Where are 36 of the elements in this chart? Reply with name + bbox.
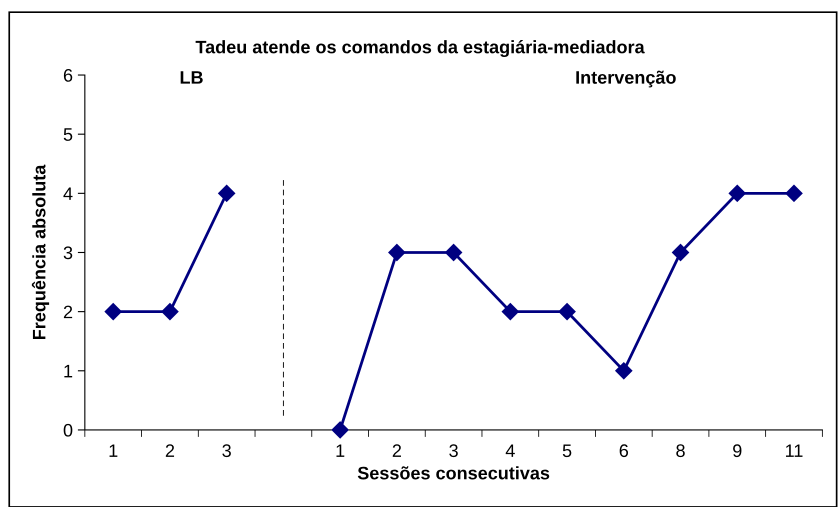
x-tick-label: 2 (392, 444, 401, 457)
point (728, 184, 746, 202)
x-tick-label: 2 (166, 444, 174, 457)
x-tick-label: 9 (733, 444, 742, 458)
y-tick-label: 2 (64, 306, 72, 318)
point (785, 184, 803, 202)
x-tick-label: 6 (620, 444, 628, 458)
y-tick-label: 6 (64, 68, 72, 82)
annotation: Intervenção (576, 70, 676, 88)
y-tick-label: 4 (63, 187, 73, 200)
point (672, 244, 690, 262)
x-axis-title: Sessões consecutivas (358, 466, 550, 480)
annotation: LB (180, 71, 203, 84)
chart-title: Tadeu atende os comandos da estagiária-mediadora (196, 40, 645, 58)
point (445, 244, 462, 262)
x-tick-label: 1 (110, 444, 118, 457)
x-tick-label: 5 (562, 444, 572, 458)
y-tick-label: 0 (64, 424, 72, 437)
x-tick-label: 11 (786, 444, 802, 457)
y-tick-label: 1 (64, 364, 72, 378)
y-tick-label: 3 (64, 246, 72, 260)
y-tick-label: 5 (64, 128, 72, 141)
point (332, 421, 349, 438)
point (161, 303, 178, 320)
point (502, 303, 519, 320)
point (558, 303, 576, 320)
point (388, 244, 406, 262)
point (104, 303, 122, 320)
x-tick-label: 3 (222, 444, 231, 458)
point (615, 362, 632, 380)
x-tick-label: 4 (506, 444, 515, 457)
y-axis-title: Frequência absoluta (32, 164, 50, 340)
x-tick-label: 8 (676, 444, 685, 458)
x-tick-label: 3 (449, 444, 458, 458)
x-tick-label: 1 (336, 444, 344, 457)
point (218, 184, 236, 202)
